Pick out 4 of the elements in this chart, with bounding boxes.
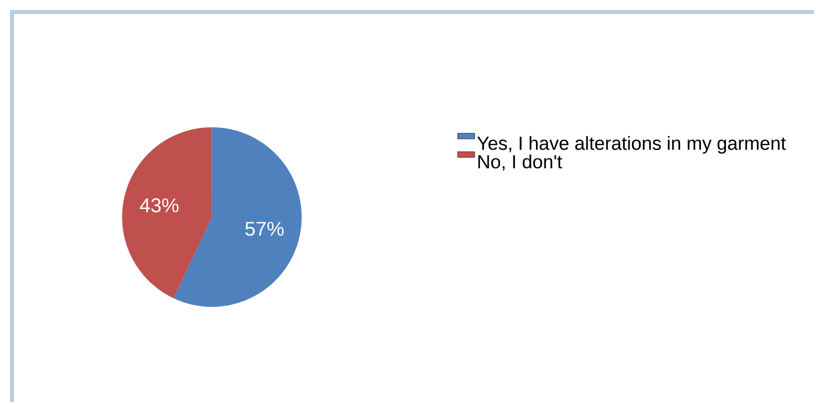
legend-label: No, I don't: [478, 154, 562, 171]
legend-label: Yes, I have alterations in my garment: [477, 136, 786, 154]
data-label: 57%: [245, 222, 284, 236]
data-label: 43%: [140, 198, 178, 212]
